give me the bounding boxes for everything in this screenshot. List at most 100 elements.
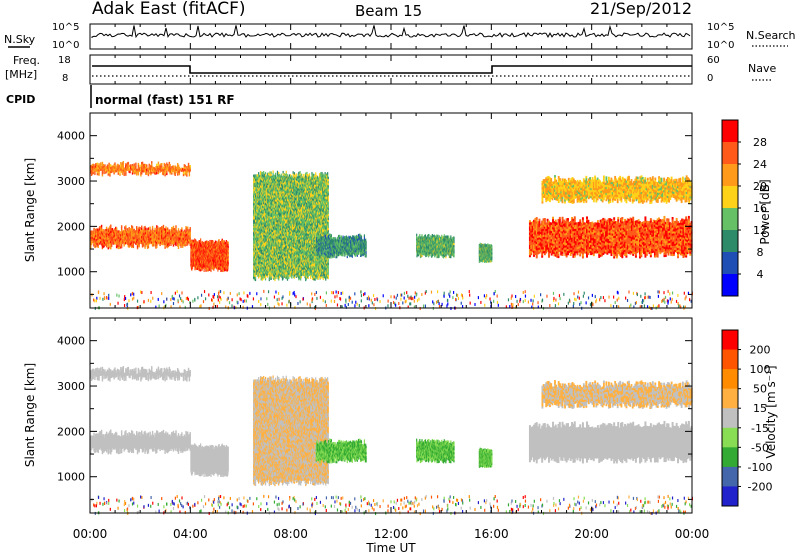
- power-cell: [121, 225, 122, 227]
- power-cell: [149, 227, 150, 229]
- power-cell: [165, 226, 166, 228]
- power-cell: [213, 240, 214, 242]
- power-cell: [175, 225, 176, 227]
- power-cell: [145, 228, 146, 230]
- power-cell: [262, 172, 263, 174]
- power-cell: [103, 229, 104, 231]
- power-cell: [187, 227, 188, 229]
- power-cell: [268, 173, 269, 175]
- power-cell: [197, 242, 198, 244]
- power-cell: [265, 172, 266, 174]
- power-cell: [110, 225, 111, 227]
- power-cell: [116, 227, 117, 229]
- power-cell: [104, 164, 105, 166]
- power-cell: [93, 228, 94, 230]
- freq-trace: [92, 66, 692, 73]
- power-cell: [169, 162, 170, 164]
- power-cell: [189, 165, 190, 167]
- power-cell: [152, 226, 153, 228]
- power-cell: [139, 165, 140, 167]
- power-cell: [142, 162, 143, 164]
- power-cell: [163, 225, 164, 227]
- power-cell: [146, 164, 147, 166]
- power-cell: [260, 171, 261, 173]
- nave-tick-high: 60: [707, 55, 720, 66]
- freq-unit: [MHz]: [5, 68, 37, 81]
- power-cell: [181, 227, 182, 229]
- power-cell: [184, 230, 185, 232]
- power-cell: [228, 242, 229, 244]
- power-cell: [100, 162, 101, 164]
- date-title: 21/Sep/2012: [590, 0, 692, 18]
- power-cell: [184, 165, 185, 167]
- power-cell: [135, 163, 136, 165]
- power-cell: [153, 230, 154, 232]
- power-cell: [167, 164, 168, 166]
- power-cell: [115, 165, 116, 167]
- cpid-text: normal (fast) 151 RF: [95, 93, 235, 107]
- nsearch-tick-high: 10^5: [707, 22, 734, 33]
- power-cell: [219, 239, 220, 241]
- power-cell: [101, 225, 102, 227]
- power-cell: [120, 162, 121, 164]
- nave-label: Nave: [748, 62, 776, 75]
- freq-tick-low: 8: [62, 73, 68, 84]
- power-cell: [148, 227, 149, 229]
- power-cell: [272, 170, 273, 172]
- power-cell: [161, 163, 162, 165]
- power-cell: [138, 227, 139, 229]
- power-cell: [141, 226, 142, 228]
- nsky-label: N.Sky: [4, 33, 36, 46]
- beam-title: Beam 15: [355, 2, 422, 20]
- power-cell: [178, 228, 179, 230]
- power-cell: [158, 162, 159, 164]
- freq-tick-high: 18: [58, 55, 71, 66]
- power-cell: [93, 164, 94, 166]
- nsky-tick-low: 10^0: [52, 40, 79, 51]
- power-cell: [169, 164, 170, 166]
- power-cell: [102, 162, 103, 164]
- power-heatmap: [90, 161, 693, 310]
- power-cell: [258, 172, 259, 174]
- power-cell: [118, 165, 119, 167]
- power-cell: [189, 227, 190, 229]
- nsky-panel: N.Sky 10^5 10^0 10^5 10^0 N.Search: [4, 22, 796, 51]
- power-cell: [264, 174, 265, 176]
- power-cell: [254, 174, 255, 176]
- power-cell: [263, 171, 264, 173]
- power-cell: [123, 161, 124, 163]
- power-cell: [114, 162, 115, 164]
- power-cell: [106, 227, 107, 229]
- power-cell: [257, 174, 258, 176]
- power-cell: [136, 226, 137, 228]
- station-title: Adak East (fitACF): [92, 0, 246, 19]
- power-cell: [156, 164, 157, 166]
- power-cell: [127, 228, 128, 230]
- power-cell: [173, 226, 174, 228]
- power-cell: [200, 238, 201, 240]
- nsearch-tick-low: 10^0: [707, 40, 734, 51]
- nsearch-label: N.Search: [746, 29, 796, 42]
- power-cell: [271, 171, 272, 173]
- power-cell: [188, 163, 189, 165]
- power-cell: [256, 174, 257, 176]
- power-cell: [154, 228, 155, 230]
- power-cell: [173, 165, 174, 167]
- power-cell: [132, 226, 133, 228]
- power-cell: [157, 226, 158, 228]
- freq-label: Freq.: [13, 54, 40, 67]
- power-cell: [138, 163, 139, 165]
- nave-tick-low: 0: [707, 73, 713, 84]
- nsky-tick-high: 10^5: [52, 22, 79, 33]
- cpid-label: CPID: [6, 93, 35, 106]
- power-cell: [151, 161, 152, 163]
- power-cell: [178, 165, 179, 167]
- power-cell: [97, 163, 98, 165]
- power-cell: [275, 173, 276, 175]
- power-cell: [125, 225, 126, 227]
- power-cell: [133, 163, 134, 165]
- power-cell: [128, 162, 129, 164]
- power-cell: [167, 227, 168, 229]
